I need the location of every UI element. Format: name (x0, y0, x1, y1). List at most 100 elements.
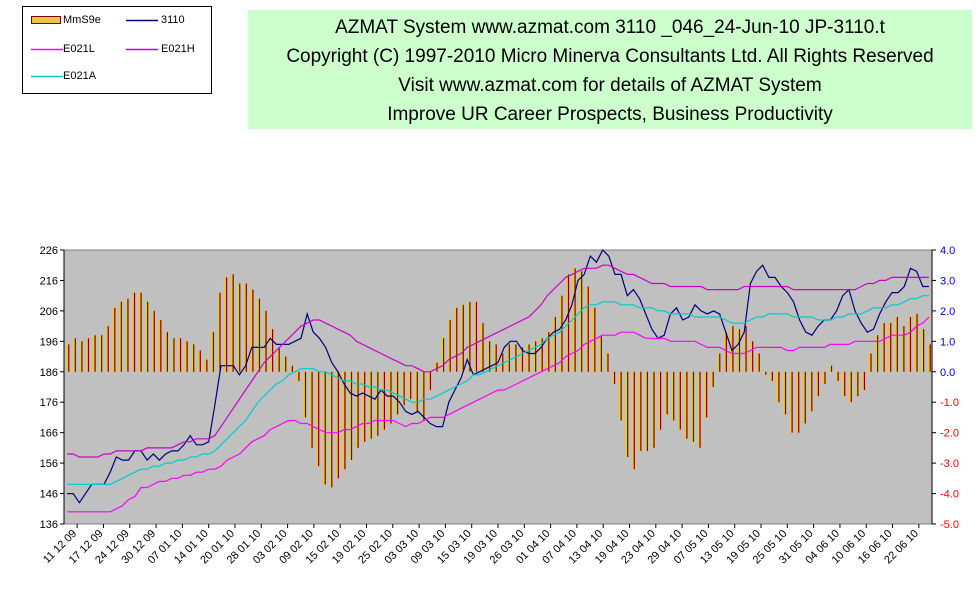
bar-mms9e (177, 338, 181, 372)
bar-mms9e (282, 356, 286, 372)
bar-mms9e (420, 371, 424, 421)
left-axis-tick-label: 216 (40, 275, 58, 287)
left-axis-tick-label: 186 (40, 367, 58, 379)
banner-line-4: Improve UR Career Prospects, Business Pr… (387, 104, 833, 125)
banner-line-2: Copyright (C) 1997-2010 Micro Minerva Co… (286, 46, 934, 67)
bar-mms9e (453, 307, 457, 372)
bar-mms9e (355, 371, 359, 448)
bar-mms9e (263, 310, 267, 372)
left-axis-tick-label: 206 (40, 306, 58, 318)
bar-mms9e (716, 353, 720, 372)
banner-line-3: Visit www.azmat.com for details of AZMAT… (398, 75, 822, 96)
bar-mms9e (440, 338, 444, 372)
title-banner: AZMAT System www.azmat.com 3110 _046_24-… (248, 10, 972, 129)
bar-mms9e (854, 371, 858, 397)
bar-mms9e (434, 362, 438, 372)
bar-mms9e (223, 277, 227, 372)
series-line-3110 (67, 248, 929, 504)
bar-mms9e (545, 332, 549, 372)
bar-mms9e (539, 338, 543, 372)
series-line-e021a (67, 295, 929, 485)
bar-mms9e (65, 344, 69, 372)
bar-mms9e (756, 353, 760, 372)
bar-mms9e (802, 371, 806, 424)
bar-mms9e (782, 371, 786, 415)
left-axis-tick-label: 146 (40, 489, 58, 501)
bar-mms9e (401, 371, 405, 406)
bar-mms9e (473, 301, 477, 372)
bar-mms9e (848, 371, 852, 403)
bar-mms9e (914, 313, 918, 372)
bar-mms9e (184, 341, 188, 372)
series-line-e021l (67, 316, 930, 513)
bar-mms9e (657, 371, 661, 430)
bar-mms9e (78, 341, 82, 372)
bar-mms9e (98, 335, 102, 372)
banner-line-1: AZMAT System www.azmat.com 3110 _046_24-… (335, 17, 885, 38)
bar-mms9e (572, 268, 576, 372)
bar-mms9e (861, 371, 865, 391)
bar-mms9e (230, 274, 234, 372)
bar-mms9e (236, 283, 240, 372)
left-axis-tick-label: 156 (40, 458, 58, 470)
bar-mms9e (72, 338, 76, 372)
bar-mms9e (480, 323, 484, 372)
bar-mms9e (552, 316, 556, 372)
right-axis-tick-label: -5.0 (940, 519, 959, 531)
bar-mms9e (920, 329, 924, 372)
bar-mms9e (697, 371, 701, 448)
bar-mms9e (624, 371, 628, 458)
bar-mms9e (269, 329, 273, 372)
bar-mms9e (374, 371, 378, 436)
right-axis-tick-label: 3.0 (940, 275, 955, 287)
bar-mms9e (519, 347, 523, 372)
right-axis-tick-label: -2.0 (940, 428, 959, 440)
right-axis-tick-label: -3.0 (940, 458, 959, 470)
bar-mms9e (868, 353, 872, 372)
bar-mms9e (769, 371, 773, 381)
bar-mms9e (315, 371, 319, 467)
bar-mms9e (703, 371, 707, 418)
bar-mms9e (414, 371, 418, 412)
bar-mms9e (493, 344, 497, 372)
bar-mms9e (131, 292, 135, 372)
bar-mms9e (499, 353, 503, 372)
bar-mms9e (197, 350, 201, 372)
bar-mms9e (210, 332, 214, 372)
bar-mms9e (157, 320, 161, 372)
bar-mms9e (762, 371, 766, 375)
bar-mms9e (368, 371, 372, 439)
bar-mms9e (295, 371, 299, 381)
bar-mms9e (828, 365, 832, 372)
right-axis-tick-label: 2.0 (940, 306, 955, 318)
bar-mms9e (276, 347, 280, 372)
bar-mms9e (394, 371, 398, 415)
bar-mms9e (144, 301, 148, 372)
bar-mms9e (217, 292, 221, 372)
legend-swatch-mms9e (31, 16, 61, 24)
bar-mms9e (644, 371, 648, 451)
chart-legend: MmS9e 3110 E021L E021H E021A (22, 6, 212, 94)
bar-mms9e (789, 371, 793, 433)
bar-mms9e (427, 371, 431, 391)
bar-mms9e (289, 365, 293, 372)
left-axis-tick-label: 136 (40, 519, 58, 531)
bar-mms9e (565, 274, 569, 372)
bar-mms9e (907, 316, 911, 372)
legend-label-e021h: E021H (161, 43, 195, 55)
bar-mms9e (341, 371, 345, 470)
bar-mms9e (381, 371, 385, 430)
bar-mms9e (605, 353, 608, 372)
bar-mms9e (92, 335, 96, 372)
bar-mms9e (736, 329, 740, 372)
bar-mms9e (558, 295, 562, 372)
bar-mms9e (874, 335, 878, 372)
bar-mms9e (388, 371, 391, 424)
bar-mms9e (585, 286, 589, 372)
bar-mms9e (118, 301, 122, 372)
bar-mms9e (335, 371, 339, 479)
bar-mms9e (618, 371, 622, 421)
bar-mms9e (578, 271, 582, 372)
series-line-e021h (67, 264, 929, 458)
